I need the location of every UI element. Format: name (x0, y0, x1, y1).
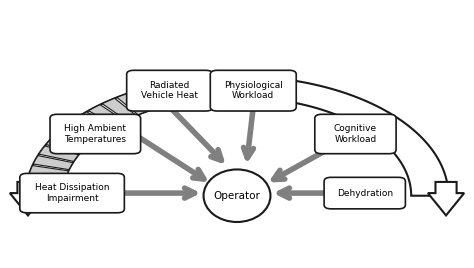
Polygon shape (102, 98, 136, 120)
Text: Heat Dissipation
Impairment: Heat Dissipation Impairment (35, 183, 109, 203)
Polygon shape (29, 166, 68, 178)
Polygon shape (166, 80, 191, 103)
Polygon shape (46, 137, 86, 154)
Polygon shape (76, 112, 113, 132)
Polygon shape (26, 186, 64, 195)
Polygon shape (149, 84, 176, 106)
FancyBboxPatch shape (210, 70, 296, 111)
Polygon shape (27, 176, 65, 187)
Polygon shape (201, 77, 221, 99)
FancyBboxPatch shape (50, 114, 141, 154)
Polygon shape (117, 93, 149, 115)
Polygon shape (26, 76, 448, 196)
Polygon shape (428, 182, 464, 215)
Text: Operator: Operator (214, 191, 260, 201)
Text: Dehydration: Dehydration (337, 189, 393, 198)
Polygon shape (220, 76, 236, 98)
Text: Cognitive
Workload: Cognitive Workload (334, 124, 377, 144)
Polygon shape (55, 128, 94, 146)
Polygon shape (183, 78, 206, 100)
Polygon shape (133, 88, 163, 110)
Polygon shape (209, 77, 248, 97)
FancyBboxPatch shape (127, 70, 213, 111)
Polygon shape (10, 182, 46, 215)
Text: Physiological
Workload: Physiological Workload (224, 81, 283, 100)
Polygon shape (243, 78, 283, 99)
FancyBboxPatch shape (20, 173, 124, 213)
Polygon shape (89, 105, 124, 126)
Text: High Ambient
Temperatures: High Ambient Temperatures (64, 124, 127, 144)
Polygon shape (64, 120, 103, 139)
Polygon shape (39, 146, 79, 161)
FancyBboxPatch shape (324, 177, 405, 209)
Text: Radiated
Vehicle Heat: Radiated Vehicle Heat (141, 81, 198, 100)
Polygon shape (33, 156, 73, 170)
FancyBboxPatch shape (315, 114, 396, 154)
Ellipse shape (203, 169, 271, 222)
